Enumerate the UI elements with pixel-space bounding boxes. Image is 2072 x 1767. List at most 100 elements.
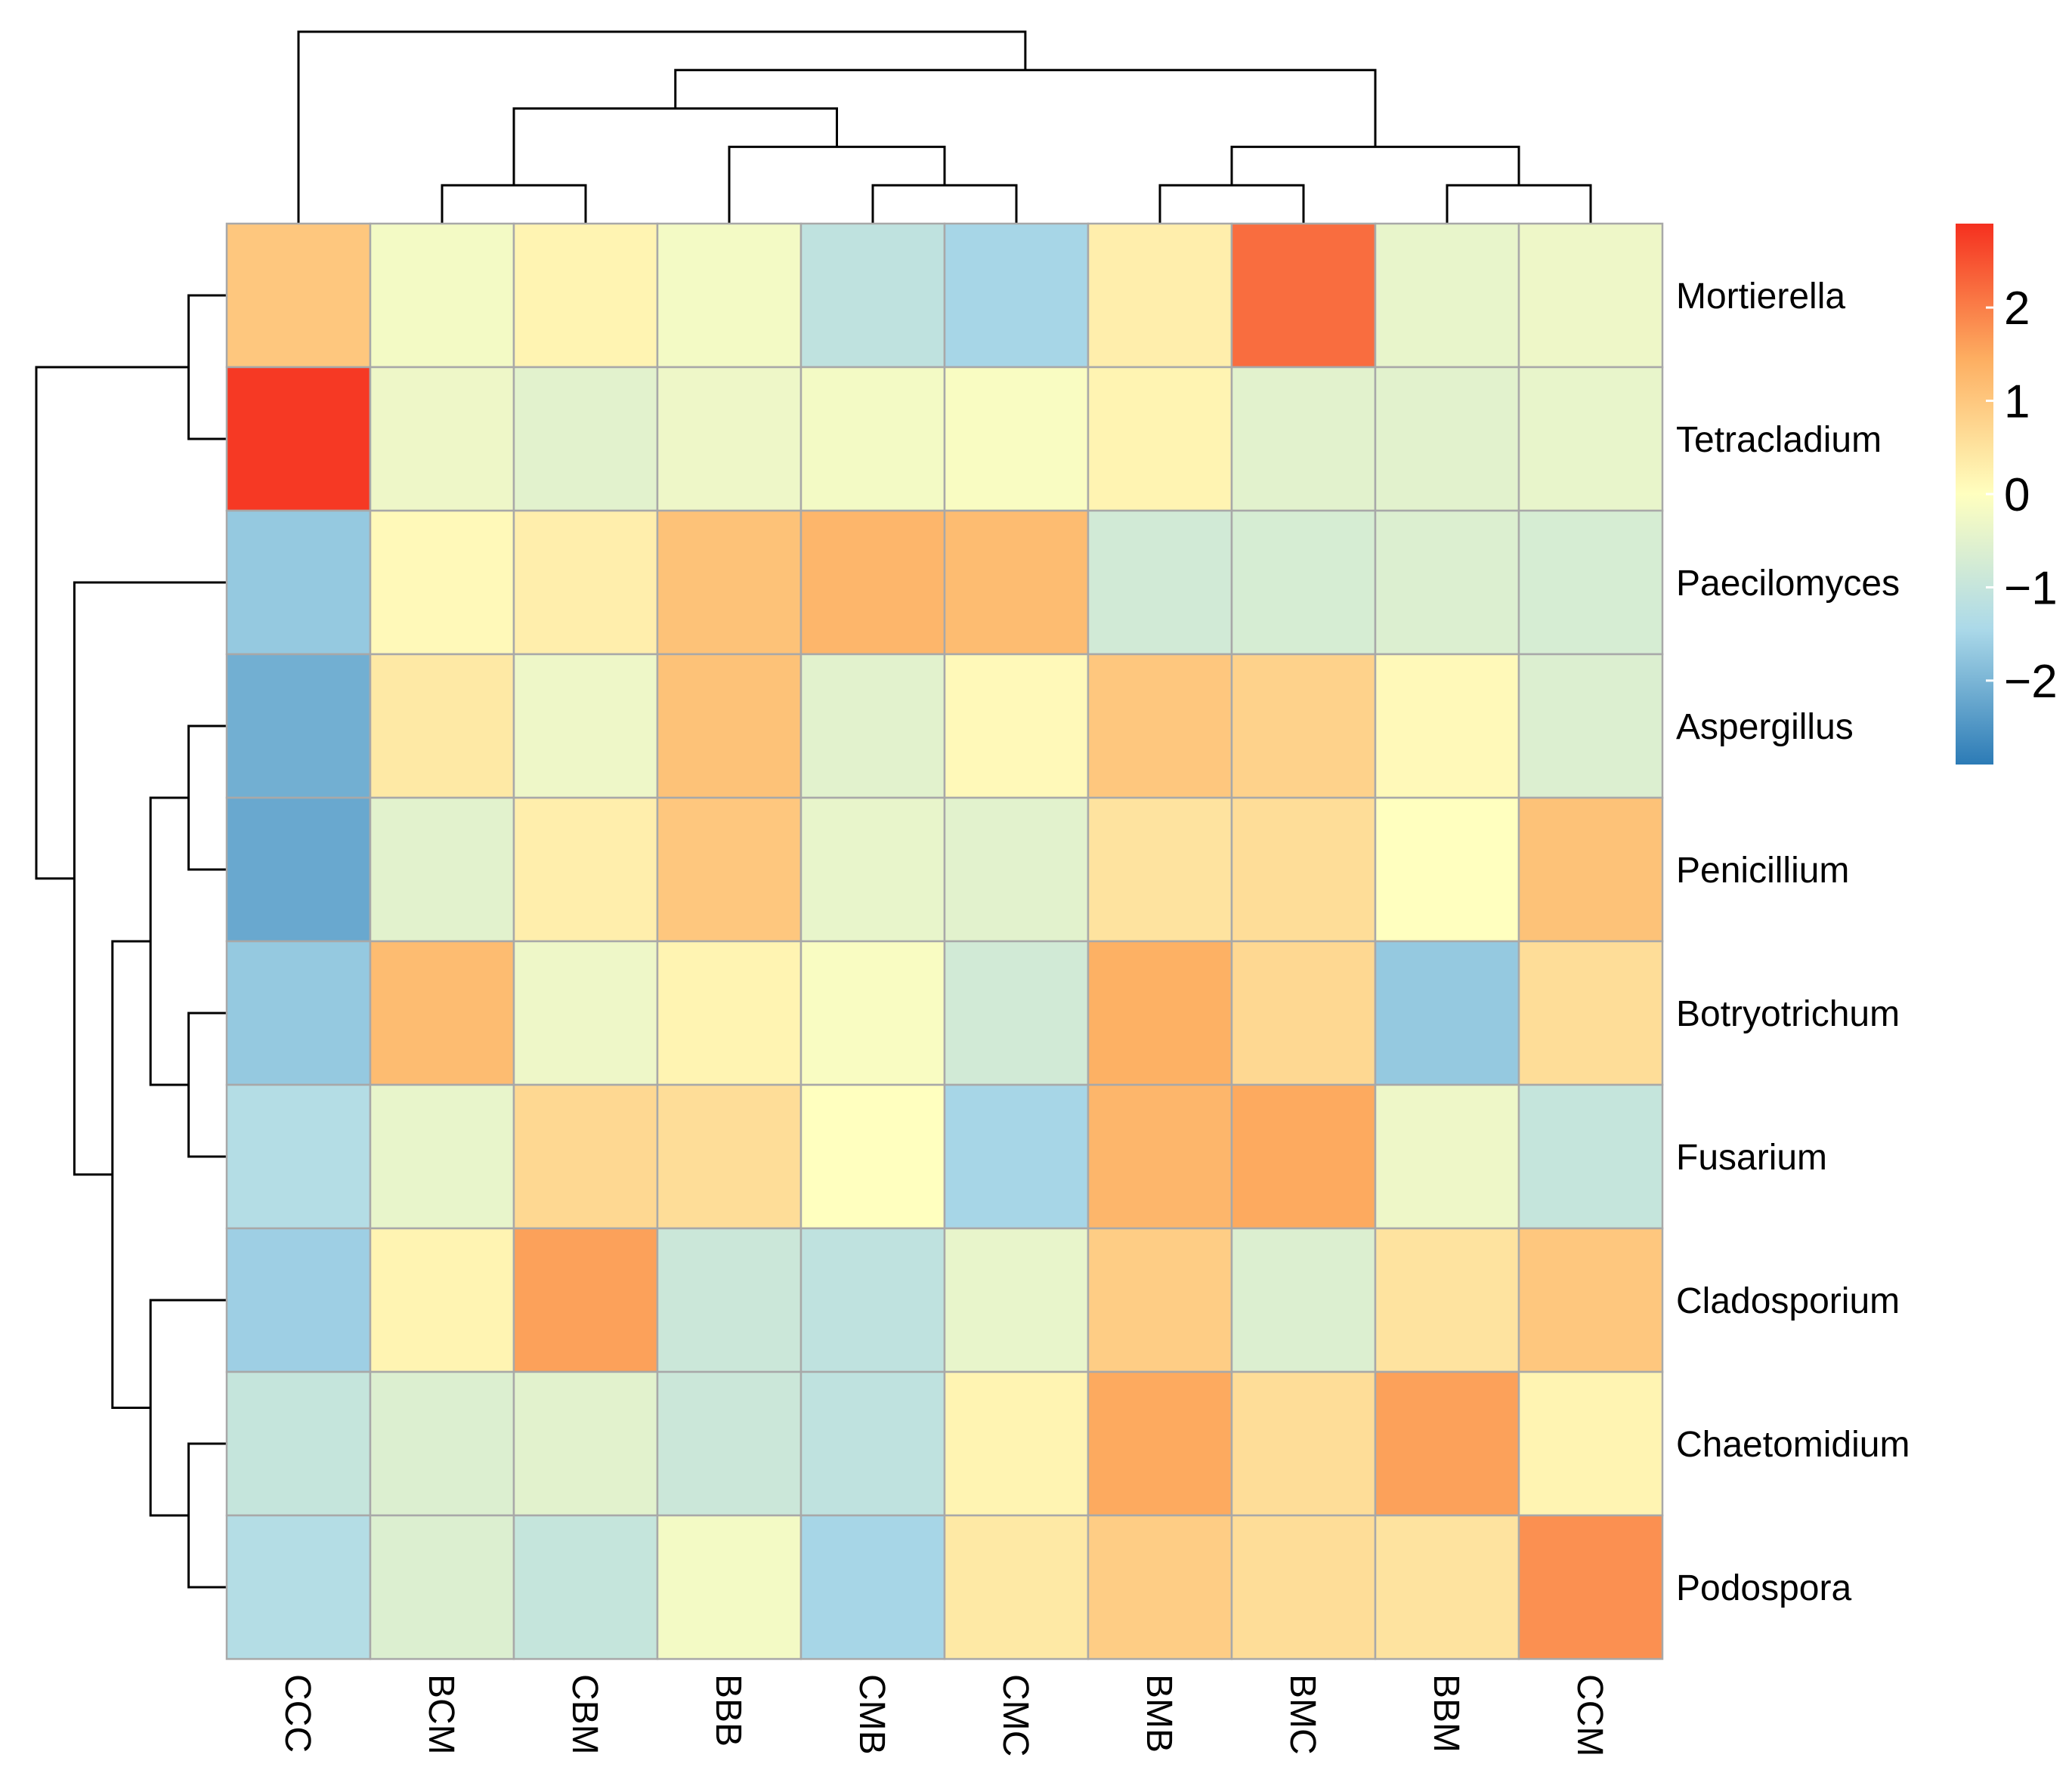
heatmap-cell-tetracladium-bmb (1087, 366, 1233, 512)
heatmap-cell-fusarium-ccm (1517, 1083, 1664, 1230)
heatmap-cell-penicillium-bbb (656, 796, 803, 943)
heatmap-cell-paecilomyces-cmb (799, 509, 946, 656)
column-label-bmc: BMC (1282, 1674, 1322, 1755)
heatmap-cell-tetracladium-bbb (656, 366, 803, 512)
heatmap-cell-fusarium-cbm (512, 1083, 659, 1230)
dendrogram-branch-4 (187, 1442, 227, 1589)
heatmap-cell-cladosporium-ccc (225, 1227, 372, 1373)
column-label-cmb: CMB (852, 1674, 892, 1755)
dendrogram-branch-1 (187, 724, 227, 871)
heatmap-cell-penicillium-ccc (225, 796, 372, 943)
heatmap-cell-paecilomyces-ccc (225, 509, 372, 656)
heatmap-cell-paecilomyces-bcm (369, 509, 515, 656)
heatmap-cell-fusarium-bmb (1087, 1083, 1233, 1230)
column-label-ccm: CCM (1569, 1674, 1610, 1756)
row-label-mortierella: Mortierella (1676, 276, 1845, 317)
heatmap-cell-aspergillus-cbm (512, 653, 659, 799)
heatmap-cell-chaetomidium-bcm (369, 1370, 515, 1517)
column-labels: CCC BCM CBM BBB CMB CMC BMB BMC BBM CCM (277, 1674, 1610, 1756)
row-label-fusarium: Fusarium (1676, 1138, 1827, 1178)
heatmap-cell-tetracladium-cmc (943, 366, 1090, 512)
legend-tick-label: −1 (2004, 562, 2058, 614)
heatmap-cell-aspergillus-ccc (225, 653, 372, 799)
heatmap-cell-fusarium-cmc (943, 1083, 1090, 1230)
heatmap-cell-botryotrichum-ccm (1517, 940, 1664, 1086)
heatmap-cell-cladosporium-bmb (1087, 1227, 1233, 1373)
heatmap-cell-tetracladium-bbm (1374, 366, 1520, 512)
heatmap-cell-mortierella-bcm (369, 222, 515, 369)
heatmap-cell-podospora-cbm (512, 1514, 659, 1660)
heatmap-cell-paecilomyces-bmc (1230, 509, 1377, 656)
legend-tick-label: 0 (2004, 469, 2030, 521)
heatmap-cell-podospora-bmb (1087, 1514, 1233, 1660)
dendrogram-branch-0 (441, 184, 587, 224)
heatmap-cell-mortierella-bbm (1374, 222, 1520, 369)
heatmap-cell-paecilomyces-bbm (1374, 509, 1520, 656)
row-label-chaetomidium: Chaetomidium (1676, 1425, 1910, 1465)
dendrogram-branch-6 (111, 940, 151, 1409)
row-label-botryotrichum: Botryotrichum (1676, 994, 1900, 1034)
heatmap-cells (225, 222, 1664, 1660)
heatmap-cell-penicillium-bbm (1374, 796, 1520, 943)
heatmap-cell-chaetomidium-bmb (1087, 1370, 1233, 1517)
heatmap-cell-aspergillus-cmb (799, 653, 946, 799)
heatmap-cell-mortierella-cmb (799, 222, 946, 369)
heatmap-cell-penicillium-cbm (512, 796, 659, 943)
heatmap-cell-cladosporium-bcm (369, 1227, 515, 1373)
heatmap-cell-cladosporium-cbm (512, 1227, 659, 1373)
heatmap-cell-paecilomyces-cbm (512, 509, 659, 656)
heatmap-cell-penicillium-ccm (1517, 796, 1664, 943)
heatmap-cell-chaetomidium-ccm (1517, 1370, 1664, 1517)
heatmap-cell-cladosporium-cmc (943, 1227, 1090, 1373)
column-label-bcm: BCM (421, 1674, 461, 1755)
heatmap-cell-chaetomidium-cbm (512, 1370, 659, 1517)
heatmap-cell-aspergillus-bmb (1087, 653, 1233, 799)
heatmap-cell-fusarium-bbb (656, 1083, 803, 1230)
heatmap-cell-cladosporium-cmb (799, 1227, 946, 1373)
legend-tick-label: 2 (2004, 283, 2030, 335)
heatmap-cell-penicillium-cmb (799, 796, 946, 943)
heatmap-cell-mortierella-bmc (1230, 222, 1377, 369)
heatmap-cell-fusarium-ccc (225, 1083, 372, 1230)
column-label-bmb: BMB (1139, 1674, 1179, 1753)
heatmap-cell-podospora-bbb (656, 1514, 803, 1660)
heatmap-cell-cladosporium-bbb (656, 1227, 803, 1373)
heatmap-cell-penicillium-bcm (369, 796, 515, 943)
heatmap-cell-paecilomyces-bbb (656, 509, 803, 656)
heatmap-cell-cladosporium-bbm (1374, 1227, 1520, 1373)
dendrogram-branch-4 (1158, 184, 1305, 224)
heatmap-cell-botryotrichum-bmc (1230, 940, 1377, 1086)
heatmap-cell-aspergillus-bcm (369, 653, 515, 799)
dendrogram-branch-5 (1446, 184, 1592, 224)
dendrogram-branch-8 (35, 366, 189, 880)
row-labels: Mortierella Tetracladium Paecilomyces Asper… (1676, 276, 1910, 1608)
row-label-penicillium: Penicillium (1676, 851, 1849, 891)
heatmap-cell-mortierella-bmb (1087, 222, 1233, 369)
heatmap-cell-tetracladium-bmc (1230, 366, 1377, 512)
row-label-podospora: Podospora (1676, 1568, 1851, 1608)
heatmap-cell-tetracladium-cmb (799, 366, 946, 512)
heatmap-cell-botryotrichum-cbm (512, 940, 659, 1086)
heatmap-cell-mortierella-cbm (512, 222, 659, 369)
row-label-aspergillus: Aspergillus (1676, 707, 1854, 747)
heatmap-cell-aspergillus-bbb (656, 653, 803, 799)
heatmap-cell-aspergillus-cmc (943, 653, 1090, 799)
column-label-ccc: CCC (277, 1674, 317, 1753)
color-legend: 2 1 0 −1 −2 (1956, 224, 2058, 765)
heatmap-cell-botryotrichum-bcm (369, 940, 515, 1086)
heatmap-cell-aspergillus-ccm (1517, 653, 1664, 799)
heatmap-cell-chaetomidium-cmb (799, 1370, 946, 1517)
heatmap-cell-tetracladium-ccc (225, 366, 372, 512)
dendrogram-branch-6 (1230, 145, 1520, 186)
heatmap-cell-podospora-cmc (943, 1514, 1090, 1660)
heatmap-cell-podospora-bcm (369, 1514, 515, 1660)
heatmap-cell-botryotrichum-ccc (225, 940, 372, 1086)
heatmap-cell-botryotrichum-bbb (656, 940, 803, 1086)
heatmap-cell-paecilomyces-ccm (1517, 509, 1664, 656)
heatmap-cell-aspergillus-bmc (1230, 653, 1377, 799)
heatmap-cell-paecilomyces-cmc (943, 509, 1090, 656)
row-dendrogram (35, 294, 227, 1589)
heatmap-cell-podospora-ccc (225, 1514, 372, 1660)
heatmap-cell-aspergillus-bbm (1374, 653, 1520, 799)
